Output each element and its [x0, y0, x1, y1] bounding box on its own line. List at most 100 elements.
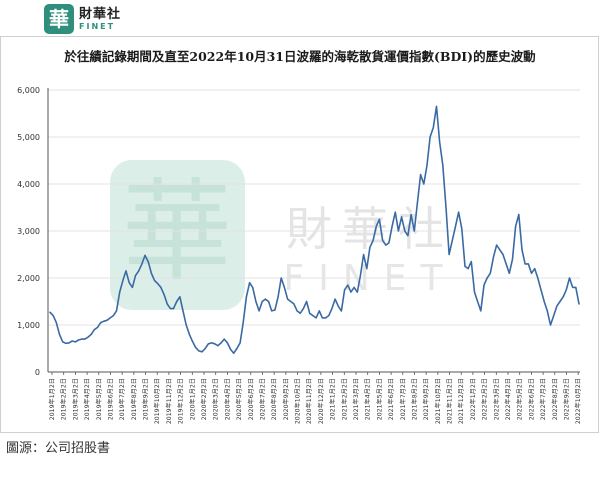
- data-point: [435, 105, 438, 107]
- data-point: [366, 268, 368, 270]
- data-point: [470, 261, 472, 263]
- data-point: [204, 347, 206, 350]
- data-point: [407, 235, 409, 237]
- x-tick-label: 2019年12月2日: [177, 378, 185, 424]
- data-point: [492, 256, 495, 258]
- data-point: [252, 286, 254, 288]
- data-point: [77, 339, 80, 341]
- data-point: [413, 230, 415, 232]
- data-point: [549, 324, 552, 326]
- x-tick-label: 2021年2月2日: [340, 378, 348, 420]
- data-point: [382, 239, 384, 241]
- data-point: [302, 308, 304, 310]
- data-point: [429, 136, 431, 138]
- data-point: [505, 263, 507, 265]
- data-point: [439, 141, 441, 143]
- x-tick-label: 2020年11月2日: [305, 378, 313, 424]
- x-tick-label: 2021年5月2日: [375, 378, 383, 420]
- data-point: [283, 286, 285, 288]
- x-tick-label: 2019年5月2日: [95, 378, 103, 420]
- x-tick-label: 2021年3月2日: [352, 378, 360, 420]
- x-tick-label: 2020年12月2日: [317, 378, 325, 424]
- x-tick-label: 2019年10月2日: [153, 378, 161, 424]
- brand-name-cn: 財華社: [79, 6, 122, 22]
- y-tick-label: 2,000: [17, 274, 40, 283]
- data-point: [467, 268, 469, 270]
- data-point: [480, 310, 482, 312]
- x-tick-label: 2022年9月2日: [562, 378, 570, 420]
- data-point: [90, 333, 92, 335]
- data-point: [138, 270, 140, 272]
- data-point: [226, 342, 228, 344]
- y-tick-label: 5,000: [17, 133, 40, 142]
- data-point: [556, 305, 558, 307]
- data-point: [163, 293, 165, 295]
- data-point: [315, 317, 317, 319]
- x-tick-label: 2022年2月2日: [481, 378, 489, 420]
- data-point: [375, 225, 377, 227]
- x-tick-label: 2019年1月2日: [48, 378, 56, 420]
- data-point: [258, 310, 260, 312]
- x-tick-label: 2022年4月2日: [504, 378, 512, 420]
- data-point: [271, 310, 273, 312]
- data-point: [93, 329, 95, 331]
- x-tick-label: 2019年9月2日: [142, 378, 150, 420]
- data-point: [562, 296, 564, 298]
- x-tick-label: 2022年8月2日: [551, 378, 559, 420]
- data-point: [306, 300, 308, 303]
- data-point: [103, 320, 105, 322]
- data-point: [207, 343, 209, 345]
- data-point: [74, 341, 76, 343]
- data-point: [499, 249, 501, 251]
- data-point: [543, 300, 545, 303]
- data-point: [144, 254, 146, 256]
- x-tick-label: 2021年8月2日: [410, 378, 418, 420]
- data-point: [188, 333, 190, 335]
- data-point: [134, 275, 137, 277]
- data-point: [331, 308, 333, 310]
- data-point: [518, 213, 520, 216]
- x-tick-label: 2022年10月2日: [574, 378, 582, 424]
- data-point: [223, 338, 225, 340]
- data-point: [337, 305, 339, 307]
- data-point: [191, 340, 194, 342]
- data-point: [340, 310, 342, 312]
- x-tick-label: 2021年6月2日: [387, 378, 395, 420]
- data-point: [489, 272, 491, 274]
- data-point: [84, 338, 86, 340]
- data-point: [287, 298, 289, 300]
- data-point: [353, 286, 355, 288]
- x-tick-label: 2022年1月2日: [469, 378, 477, 420]
- x-tick-label: 2019年3月2日: [71, 378, 79, 420]
- data-point: [242, 322, 244, 324]
- data-point: [461, 228, 463, 230]
- data-point: [179, 296, 181, 298]
- data-point: [128, 282, 130, 284]
- data-point: [568, 277, 571, 279]
- data-point: [451, 239, 453, 241]
- data-point: [211, 342, 213, 344]
- data-point: [578, 303, 580, 305]
- x-tick-label: 2020年5月2日: [235, 378, 243, 420]
- data-point: [261, 300, 263, 303]
- data-point: [524, 263, 526, 265]
- data-point: [131, 286, 133, 288]
- data-point: [230, 348, 232, 350]
- x-tick-label: 2020年2月2日: [200, 378, 208, 420]
- x-tick-label: 2021年11月2日: [446, 378, 454, 424]
- series-points: [49, 105, 580, 354]
- data-point: [293, 303, 295, 305]
- data-point: [391, 225, 393, 227]
- data-point: [318, 310, 320, 312]
- data-point: [125, 270, 127, 272]
- data-point: [546, 310, 548, 312]
- data-point: [290, 300, 292, 303]
- brand-name-en: FINET: [79, 21, 116, 31]
- x-tick-label: 2020年6月2日: [247, 378, 255, 420]
- data-point: [464, 265, 466, 267]
- data-point: [404, 230, 406, 232]
- data-point: [397, 230, 399, 232]
- data-point: [369, 246, 371, 248]
- x-tick-labels: 2019年1月2日 2019年2月2日 2019年3月2日 2019年4月2日 2019…: [48, 378, 582, 424]
